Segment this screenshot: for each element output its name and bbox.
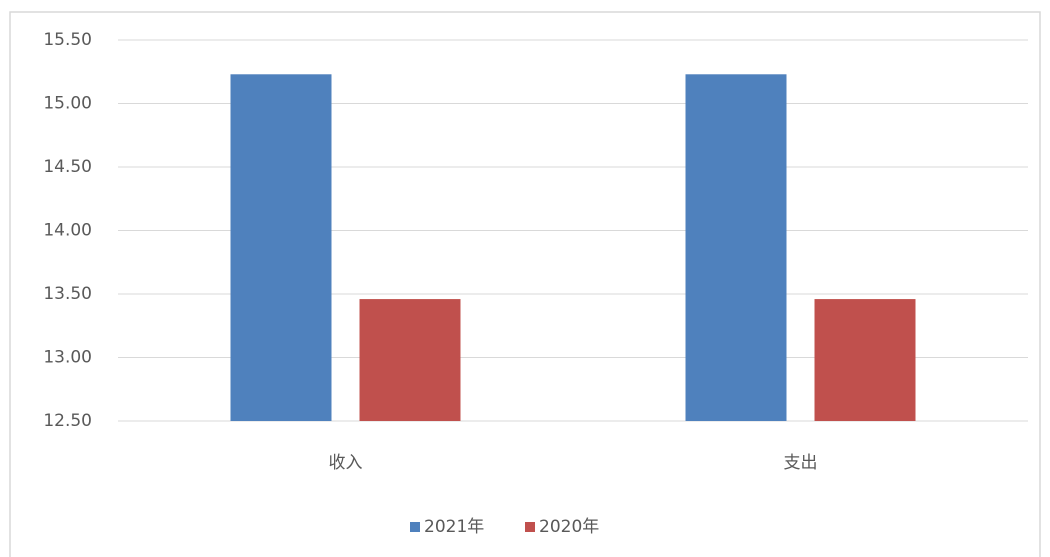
y-tick-label: 15.50 (43, 30, 92, 50)
legend-swatch (525, 522, 535, 532)
y-tick-label: 13.00 (43, 348, 92, 368)
bar (230, 74, 332, 421)
y-tick-label: 14.00 (43, 221, 92, 241)
y-tick-label: 14.50 (43, 157, 92, 177)
x-tick-label: 支出 (784, 453, 818, 473)
legend-swatch (410, 522, 420, 532)
legend-label: 2021年 (424, 517, 484, 537)
y-tick-label: 12.50 (43, 411, 92, 431)
bar (359, 299, 461, 421)
legend-label: 2020年 (539, 517, 599, 537)
y-tick-label: 15.00 (43, 94, 92, 114)
bar (685, 74, 787, 421)
bar (814, 299, 916, 421)
chart-border (9, 11, 1041, 557)
x-tick-label: 收入 (329, 453, 363, 473)
y-tick-label: 13.50 (43, 284, 92, 304)
